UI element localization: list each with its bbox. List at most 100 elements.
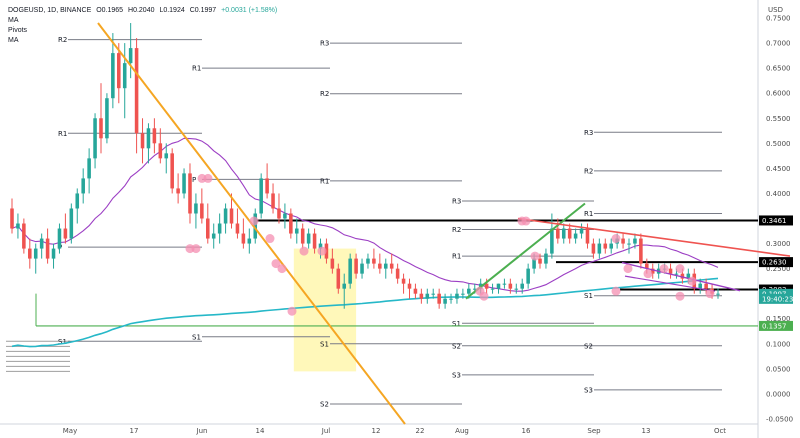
touch-point-circle [611,234,621,244]
pivot-label: S1 [584,292,593,300]
candle-down [152,128,157,144]
y-tick-label: 0.4500 [766,165,791,173]
candle-down [330,258,335,269]
candle-up [467,288,471,294]
pivot-label: R2 [452,226,461,234]
candle-down [508,283,513,289]
candle-down [241,233,246,244]
candle-up [686,273,691,279]
pivot-label: R3 [452,197,461,205]
candle-down [140,133,145,149]
legend-indicator-pivots[interactable]: Pivots [8,27,28,34]
x-tick-label: Aug [455,427,469,435]
x-tick-label: 14 [256,427,265,435]
candle-up [366,258,370,264]
legend-symbol-row: DOGEUSD, 1D, BINANCE O0.1965 H0.2040 L0.… [8,6,277,16]
candle-down [591,243,596,254]
candle-down [235,223,240,234]
candle-down [265,178,269,194]
y-tick-label: 0.0000 [766,390,791,398]
candle-down [395,268,400,279]
y-tick-label: 0.0500 [766,365,791,373]
pivot-label: R3 [584,129,593,137]
trendline-purple [621,261,741,292]
candle-down [407,283,412,289]
pivot-label: S2 [320,400,329,408]
touch-point-circle [530,251,540,261]
candle-up [526,268,530,284]
candle-down [99,118,103,139]
touch-point-circle [705,289,715,299]
pivot-label: S1 [58,338,67,346]
candle-up [698,283,702,289]
candle-up [342,283,347,289]
touch-point-circle [675,264,685,274]
candle-down [680,273,685,279]
candle-down [206,218,210,239]
moving-average-long [11,277,719,348]
pivot-label: R1 [58,130,67,138]
candle-down [312,233,317,249]
legend-close: C0.1997 [189,7,217,14]
y-tick-label: 0.5000 [766,140,791,148]
candle-down [117,53,121,89]
price-label: 19:40:23 [762,295,793,303]
pivot-label: P [192,176,196,184]
candle-up [259,178,263,214]
pivot-label: R1 [584,210,593,218]
legend-indicator-ma2[interactable]: MA [8,37,19,44]
candle-up [318,243,323,249]
candle-down [354,258,358,274]
candle-down [10,208,14,229]
candle-down [668,268,673,274]
candle-up [443,298,447,304]
candle-down [170,153,174,189]
pivot-label: R1 [320,177,329,185]
candle-down [188,173,192,214]
candle-up [455,293,459,299]
candle-up [532,258,536,269]
candle-down [645,263,649,269]
pivot-label: S1 [452,320,461,328]
candle-down [176,188,180,194]
touch-point-circle [687,276,697,286]
candle-down [300,228,305,244]
candle-up [579,228,584,234]
candle-up [674,273,679,275]
candle-up [39,238,44,249]
candle-up [217,223,222,234]
candle-up [550,228,554,254]
touch-point-circle [643,269,653,279]
x-tick-label: May [63,427,77,435]
legend-open: O0.1965 [96,7,124,14]
legend-low: L0.1924 [159,7,185,14]
price-label: 0.3461 [762,217,787,225]
candle-down [538,258,542,264]
candle-down [277,208,281,219]
touch-point-circle [675,291,685,301]
candle-up [87,158,91,179]
candle-up [348,258,352,284]
legend-indicator-ma1[interactable]: MA [8,17,19,24]
candle-down [63,228,68,239]
candle-down [372,258,376,264]
moving-average-short [11,137,719,292]
candle-down [585,228,590,244]
highlight-box [293,248,357,372]
candle-up [81,178,85,194]
legend-symbol[interactable]: DOGEUSD, 1D, BINANCE [8,7,92,14]
price-label: 0.2630 [762,259,787,267]
candle-down [401,278,406,284]
legend-change: +0.0031 (+1.58%) [221,7,278,14]
candle-up [716,293,720,295]
touch-point-circle [299,246,309,256]
price-label-bg [759,215,793,226]
trendline-purple-lower [624,275,716,292]
candle-up [633,238,637,244]
candle-down [413,288,418,294]
y-tick-label: 0.5500 [766,115,791,123]
touch-point-circle [623,264,633,274]
candle-down [389,263,394,269]
